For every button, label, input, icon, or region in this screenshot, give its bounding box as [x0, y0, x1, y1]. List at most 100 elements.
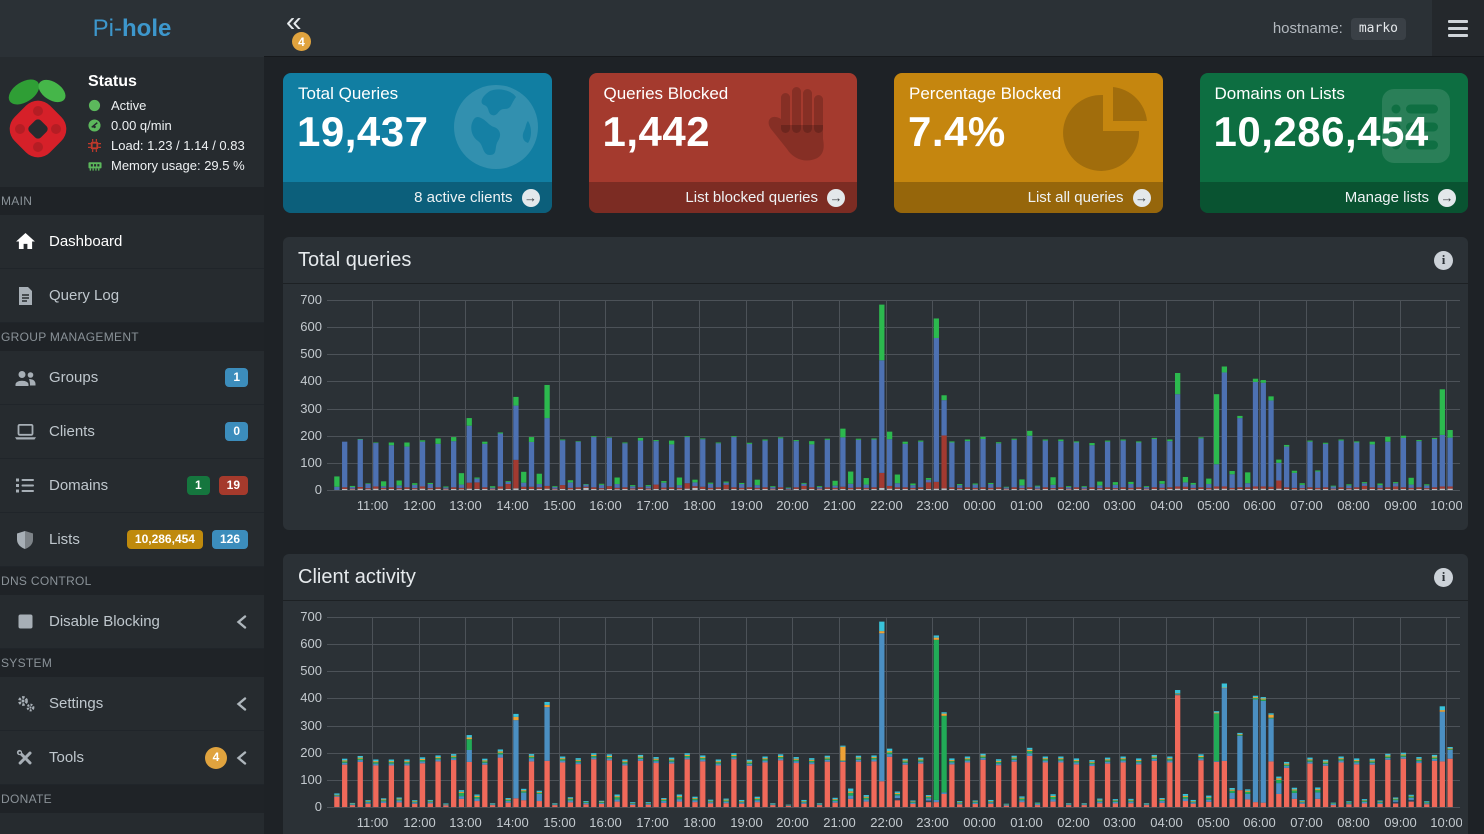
sidebar-collapse-button[interactable]: «: [286, 6, 302, 37]
update-count-badge: 4: [292, 32, 311, 51]
status-rate: 0.00 q/min: [88, 118, 254, 133]
sidebar-item-label: Settings: [49, 695, 104, 712]
hostname-label: hostname:: [1272, 20, 1343, 37]
arrow-circle-right-icon: →: [1132, 188, 1151, 207]
lists-domains-badge: 10,286,454: [126, 530, 203, 549]
section-header-group-management: GROUP MANAGEMENT: [0, 323, 264, 351]
home-icon: [14, 232, 36, 252]
total-queries-panel: Total queries i: [283, 237, 1468, 530]
wrench-icon: [14, 748, 36, 768]
chevron-left-icon: [236, 750, 248, 765]
pihole-logo: Pi-hole: [0, 0, 264, 57]
sidebar-item-label: Disable Blocking: [49, 613, 160, 630]
users-icon: [14, 368, 36, 388]
globe-icon: [448, 79, 544, 180]
sidebar-item-clients[interactable]: Clients 0: [0, 405, 264, 459]
sidebar-item-dashboard[interactable]: Dashboard: [0, 215, 264, 269]
laptop-icon: [14, 422, 36, 442]
card-footer-text: List blocked queries: [685, 189, 818, 206]
total-queries-chart[interactable]: [285, 286, 1462, 524]
sidebar-item-tools[interactable]: Tools 4: [0, 731, 264, 785]
status-load: Load: 1.23 / 1.14 / 0.83: [88, 138, 254, 153]
card-footer-link[interactable]: Manage lists →: [1199, 182, 1468, 213]
sidebar-item-domains[interactable]: Domains 1 19: [0, 459, 264, 513]
top-navbar: « 4 hostname: marko: [264, 0, 1484, 57]
sidebar-item-label: Query Log: [49, 287, 120, 304]
lists-count-badge: 126: [211, 530, 248, 549]
status-active-text: Active: [111, 98, 147, 113]
client-activity-chart[interactable]: [285, 603, 1462, 834]
card-percentage-blocked: Percentage Blocked 7.4% List all queries…: [894, 73, 1163, 213]
hamburger-menu-button[interactable]: [1432, 0, 1484, 56]
tools-count-badge: 4: [205, 746, 227, 769]
stop-icon: [14, 612, 36, 632]
sidebar-item-label: Tools: [49, 749, 85, 766]
chip-icon: [88, 139, 102, 153]
card-value: 19,437: [297, 108, 429, 155]
sidebar-item-label: Lists: [49, 531, 80, 548]
clients-count-badge: 0: [225, 422, 248, 441]
gears-icon: [14, 694, 36, 714]
status-memory-text: Memory usage: 29.5 %: [111, 158, 245, 173]
chevron-left-icon: [236, 696, 248, 711]
pie-chart-icon: [1059, 79, 1155, 180]
status-title: Status: [88, 73, 137, 90]
clipboard-list-icon: [1364, 79, 1460, 180]
card-value: 7.4%: [908, 108, 1006, 155]
card-title: Percentage Blocked: [909, 84, 1062, 103]
card-total-queries: Total Queries 19,437 8 active clients →: [283, 73, 552, 213]
hostname-display: hostname: marko: [1273, 0, 1406, 57]
arrow-circle-right-icon: →: [827, 188, 845, 207]
status-memory: Memory usage: 29.5 %: [88, 158, 254, 173]
hand-icon: [753, 79, 849, 180]
sidebar-item-label: Dashboard: [49, 233, 123, 250]
card-footer-text: 8 active clients: [414, 189, 513, 206]
card-domains-on-lists: Domains on Lists 10,286,454 Manage lists…: [1199, 73, 1468, 213]
sidebar-item-groups[interactable]: Groups 1: [0, 351, 264, 405]
sidebar-item-disable-blocking[interactable]: Disable Blocking: [0, 595, 264, 649]
card-footer-link[interactable]: 8 active clients →: [283, 182, 552, 213]
section-header-main: MAIN: [0, 187, 264, 215]
stat-cards-row: Total Queries 19,437 8 active clients → …: [283, 73, 1468, 213]
card-footer-link[interactable]: List all queries →: [894, 182, 1163, 213]
shield-icon: [14, 530, 36, 550]
card-title: Total Queries: [298, 84, 399, 103]
arrow-circle-right-icon: →: [1438, 188, 1456, 207]
sidebar-item-settings[interactable]: Settings: [0, 677, 264, 731]
groups-count-badge: 1: [225, 368, 248, 387]
domains-allow-badge: 1: [186, 476, 210, 495]
client-activity-panel: Client activity i: [283, 554, 1468, 834]
status-load-text: Load: 1.23 / 1.14 / 0.83: [111, 138, 245, 153]
raspberry-logo-icon: [2, 75, 74, 178]
file-icon: [14, 286, 36, 306]
chevron-left-icon: [236, 614, 248, 629]
sidebar-item-label: Groups: [49, 369, 99, 386]
card-footer-text: List all queries: [1027, 189, 1124, 206]
card-queries-blocked: Queries Blocked 1,442 List blocked queri…: [588, 73, 857, 213]
panel-title: Client activity: [298, 565, 416, 588]
domains-deny-badge: 19: [218, 476, 248, 495]
card-value: 10,286,454: [1213, 108, 1429, 155]
info-icon[interactable]: i: [1434, 567, 1453, 587]
arrow-circle-right-icon: →: [521, 188, 540, 207]
sidebar-item-query-log[interactable]: Query Log: [0, 269, 264, 323]
card-title: Queries Blocked: [603, 84, 729, 103]
status-panel: Status Active 0.00 q/min Load: 1.23 / 1.…: [0, 57, 264, 187]
main-content: Total Queries 19,437 8 active clients → …: [264, 57, 1484, 834]
status-circle-icon: [88, 99, 102, 113]
logo-text-bold: hole: [122, 14, 172, 42]
sidebar-item-label: Domains: [49, 477, 109, 494]
gauge-icon: [88, 119, 102, 133]
sidebar-item-label: Clients: [49, 423, 95, 440]
section-header-system: SYSTEM: [0, 649, 264, 677]
section-header-dns-control: DNS CONTROL: [0, 567, 264, 595]
card-value: 1,442: [602, 108, 711, 155]
sidebar: Pi-hole Status Active: [0, 0, 264, 834]
card-footer-link[interactable]: List blocked queries →: [588, 182, 857, 213]
section-header-donate: DONATE: [0, 785, 264, 813]
info-icon[interactable]: i: [1434, 250, 1453, 270]
hostname-value: marko: [1350, 17, 1406, 40]
sidebar-item-lists[interactable]: Lists 10,286,454 126: [0, 513, 264, 567]
panel-title: Total queries: [298, 248, 412, 271]
memory-icon: [88, 159, 102, 173]
